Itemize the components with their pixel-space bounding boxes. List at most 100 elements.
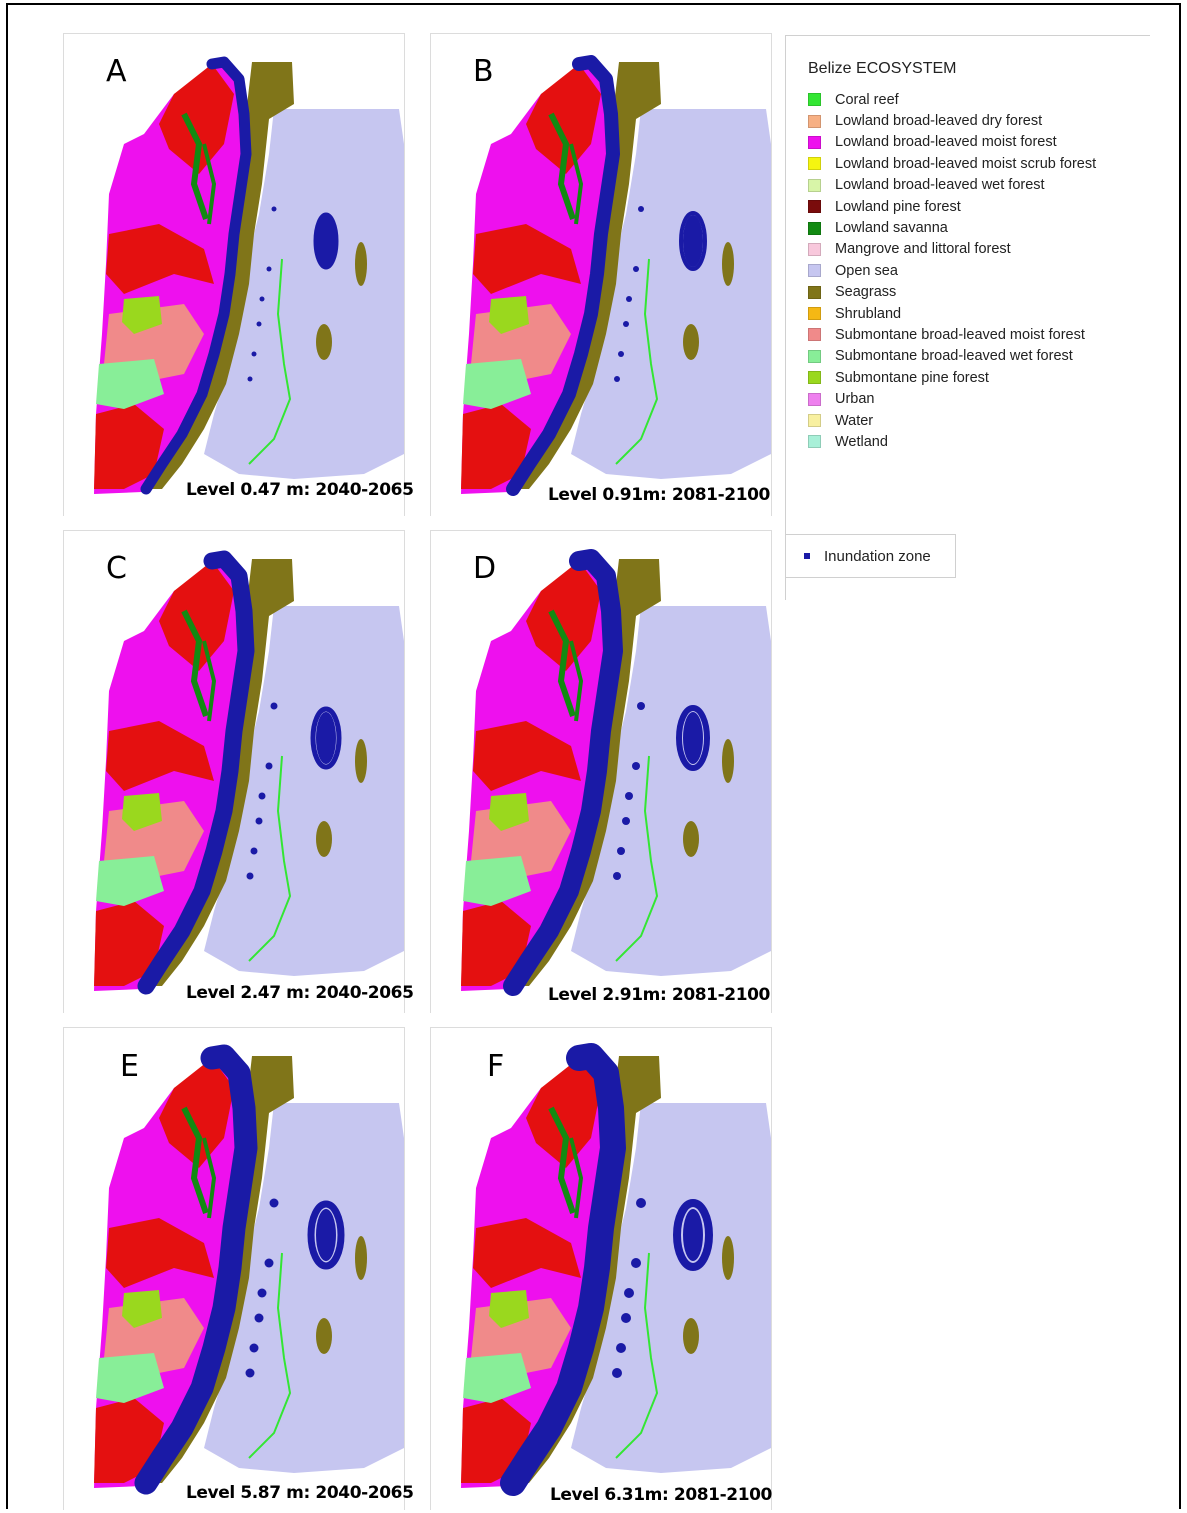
forest-patch-north xyxy=(526,561,601,671)
atoll-island xyxy=(683,1209,703,1261)
legend-label: Open sea xyxy=(835,262,898,279)
belize-map-a xyxy=(94,56,404,495)
legend-swatch xyxy=(808,414,821,428)
cay-dot xyxy=(622,817,630,825)
savanna-streak xyxy=(181,112,209,220)
submontane-wet-patch xyxy=(463,359,531,409)
cay-dot xyxy=(255,817,263,825)
cay-dot xyxy=(264,1258,274,1268)
open-sea-area xyxy=(571,1103,771,1473)
atoll-inundation xyxy=(307,1200,345,1270)
forest-patch-north xyxy=(526,1058,601,1168)
panel-caption-a: Level 0.47 m: 2040-2065 xyxy=(186,480,414,500)
seagrass-band xyxy=(146,1056,294,1483)
cay-dot xyxy=(266,266,272,272)
legend-label: Lowland broad-leaved wet forest xyxy=(835,177,1045,194)
legend-item: Lowland broad-leaved moist scrub forest xyxy=(808,153,1096,174)
cay-dot xyxy=(613,872,621,880)
open-sea-area xyxy=(204,1103,404,1473)
open-sea-area xyxy=(571,109,771,479)
atoll-island xyxy=(683,712,703,764)
savanna-streak xyxy=(548,609,576,717)
figure-frame xyxy=(6,3,1181,1509)
legend-list: Coral reef Lowland broad-leaved dry fore… xyxy=(808,89,1096,453)
cay-dot xyxy=(632,762,640,770)
inundation-swatch xyxy=(804,553,810,559)
submontane-wet-patch xyxy=(96,1353,164,1403)
legend-item: Open sea xyxy=(808,260,1096,281)
inundation-zone xyxy=(506,55,620,496)
forest-patch-south xyxy=(94,901,164,986)
legend-swatch xyxy=(808,157,821,171)
inundation-zone xyxy=(137,550,255,995)
legend-swatch xyxy=(808,242,821,256)
forest-patch-south xyxy=(94,404,164,489)
submontane-wet-patch xyxy=(463,1353,531,1403)
forest-patch-central xyxy=(106,721,214,791)
legend-item: Lowland broad-leaved dry forest xyxy=(808,110,1096,131)
cay-dot xyxy=(271,206,277,212)
panel-letter-c: C xyxy=(106,551,127,586)
pine-forest-patch xyxy=(489,793,529,831)
map-panel-f: F Level 6.31m: 2081-2100 xyxy=(430,1027,772,1510)
legend-item: Lowland savanna xyxy=(808,217,1096,238)
seagrass-band xyxy=(513,559,661,986)
atoll-island xyxy=(355,1236,367,1280)
forest-patch-north xyxy=(159,64,234,174)
legend-swatch xyxy=(808,135,821,149)
seagrass-band xyxy=(146,559,294,986)
cay-dot xyxy=(621,1313,631,1323)
pine-forest-patch xyxy=(489,1290,529,1328)
open-sea-area xyxy=(204,606,404,976)
submontane-wet-patch xyxy=(96,856,164,906)
belize-map-c xyxy=(94,550,404,995)
legend-item: Submontane broad-leaved wet forest xyxy=(808,346,1096,367)
atoll-island xyxy=(355,739,367,783)
legend-label: Lowland broad-leaved moist scrub forest xyxy=(835,155,1097,172)
panel-caption-c: Level 2.47 m: 2040-2065 xyxy=(186,983,414,1003)
savanna-streak xyxy=(181,609,209,717)
legend-item: Shrubland xyxy=(808,303,1096,324)
savanna-streak xyxy=(202,1137,217,1219)
cay-dot xyxy=(618,351,624,357)
coral-reef-line xyxy=(615,1252,659,1459)
cay-dot xyxy=(245,1368,255,1378)
atoll-island xyxy=(683,821,699,857)
map-panel-e: E Level 5.87 m: 2040-2065 xyxy=(63,1027,414,1510)
legend-swatch xyxy=(808,221,821,235)
map-panel-d: D Level 2.91m: 2081-2100 xyxy=(430,530,772,1013)
cay-dot xyxy=(624,1288,634,1298)
savanna-streak xyxy=(202,143,217,225)
map-panel-a: A Level 0.47 m: 2040-2065 xyxy=(63,33,414,516)
legend-swatch xyxy=(808,328,821,342)
legend-label: Urban xyxy=(835,391,875,408)
map-panel-c: C Level 2.47 m: 2040-2065 xyxy=(63,530,414,1013)
cay-dot xyxy=(633,266,639,272)
legend-label: Lowland broad-leaved moist forest xyxy=(835,134,1057,151)
atoll-island xyxy=(355,242,367,286)
cay-dot xyxy=(625,792,633,800)
cay-dot xyxy=(623,321,629,327)
pine-forest-patch xyxy=(122,793,162,831)
legend-label: Submontane pine forest xyxy=(835,369,989,386)
forest-patch-central xyxy=(106,224,214,294)
savanna-streak xyxy=(202,640,217,722)
cay-dot xyxy=(251,351,257,357)
atoll-island xyxy=(722,242,734,286)
atoll-inundation xyxy=(673,1199,713,1271)
atoll-island xyxy=(722,739,734,783)
cay-dot xyxy=(256,321,262,327)
inundation-zone xyxy=(140,56,252,495)
forest-patch-central xyxy=(473,1218,581,1288)
savanna-streak xyxy=(569,640,584,722)
inundation-label: Inundation zone xyxy=(824,547,931,565)
pine-forest-patch xyxy=(122,296,162,334)
panel-caption-f: Level 6.31m: 2081-2100 xyxy=(550,1485,772,1505)
cay-dot xyxy=(265,762,273,770)
legend-item: Lowland broad-leaved moist forest xyxy=(808,132,1096,153)
panel-letter-d: D xyxy=(473,551,497,586)
legend-label: Lowland savanna xyxy=(835,220,948,237)
cay-dot xyxy=(636,1198,646,1208)
belize-map-b xyxy=(461,55,771,496)
seagrass-band xyxy=(513,62,661,489)
